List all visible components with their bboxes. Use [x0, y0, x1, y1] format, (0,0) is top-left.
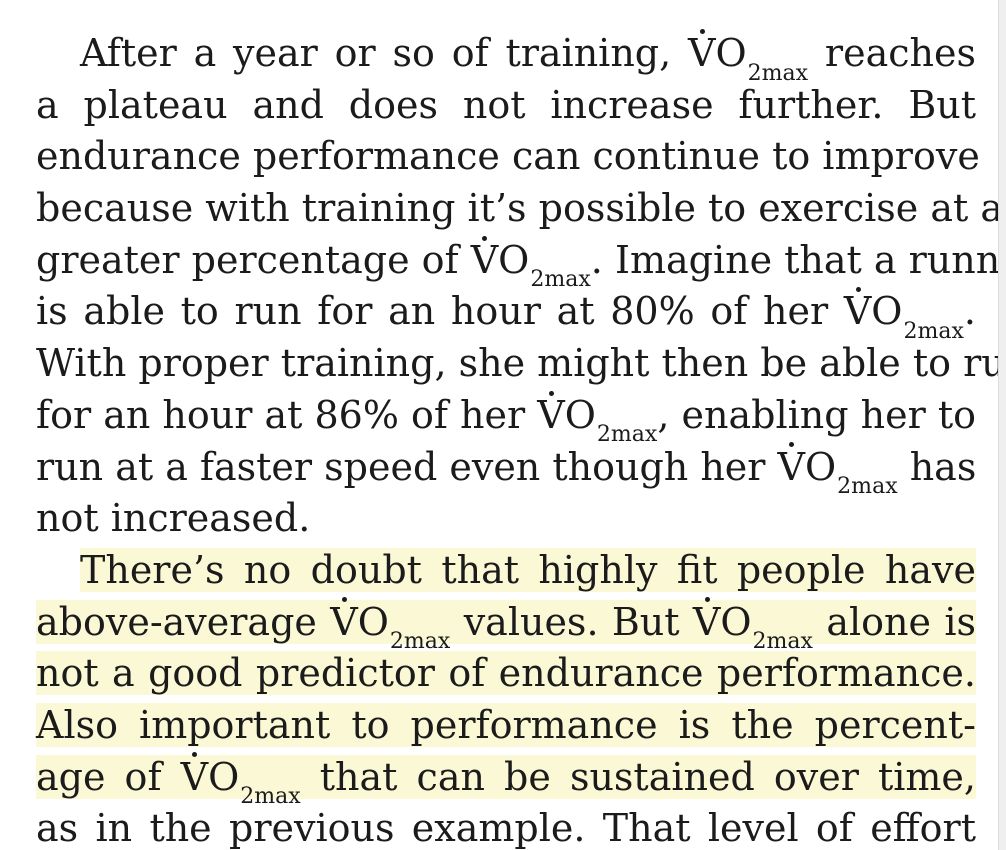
vo2max-symbol: VO2max — [330, 597, 450, 653]
text-segment: run at a faster speed even though her — [36, 444, 778, 489]
text-segment: . Imagine that a runner — [590, 237, 999, 282]
v-dot-letter: V — [537, 390, 565, 442]
o-letter: O — [720, 599, 752, 644]
text-line: With proper training, she might then be … — [36, 341, 999, 386]
text-line: because with training it’s possible to e… — [36, 186, 999, 231]
text-line: not increased. — [36, 496, 311, 541]
text-segment: greater percentage of — [36, 237, 471, 282]
vo2max-symbol: VO2max — [688, 28, 808, 84]
text-line: a plateau and does not increase further.… — [36, 82, 976, 127]
highlighted-text: values. But — [450, 599, 693, 644]
page-edge — [999, 0, 1006, 850]
text-line: not a good predictor of endurance perfor… — [36, 648, 976, 700]
subscript-2max: 2max — [389, 629, 451, 655]
highlighted-text: that can be sustained over time, — [300, 754, 977, 799]
text-line: run at a faster speed even though her VO… — [36, 442, 977, 498]
subscript-2max: 2max — [752, 629, 813, 655]
highlighted-text: age of — [36, 754, 181, 799]
text-segment: , enabling her to — [657, 392, 976, 437]
text-line: There’s no doubt that highly fit people … — [36, 545, 976, 597]
text-line: Also important to performance is the per… — [36, 700, 976, 752]
o-letter: O — [208, 754, 240, 799]
vo2max-symbol: VO2max — [778, 442, 898, 498]
text-line: for an hour at 86% of her VO2max, enabli… — [36, 390, 976, 446]
v-dot-letter: V — [471, 235, 498, 287]
text-block: After a year or so of training, VO2max r… — [36, 28, 999, 850]
text-line: greater percentage of VO2max. Imagine th… — [36, 235, 998, 291]
subscript-2max: 2max — [903, 319, 964, 345]
v-dot-letter: V — [330, 597, 358, 649]
subscript-2max: 2max — [747, 60, 809, 86]
text-segment: for an hour at 86% of her — [36, 392, 538, 437]
o-letter: O — [498, 237, 530, 282]
paragraph-2-highlighted[interactable]: There’s no doubt that highly fit people … — [36, 545, 977, 850]
text-line: endurance performance can continue to im… — [36, 134, 980, 179]
vo2max-symbol: VO2max — [471, 235, 591, 291]
v-dot-letter: V — [778, 442, 805, 494]
o-letter: O — [715, 31, 747, 75]
subscript-2max: 2max — [530, 267, 591, 293]
o-letter: O — [871, 289, 903, 334]
highlighted-text: above-average — [36, 599, 331, 644]
o-letter: O — [564, 392, 596, 437]
text-segment: is able to run for an hour at 80% of her — [36, 289, 844, 334]
text-segment: reaches — [808, 31, 976, 75]
text-line: After a year or so of training, VO2max r… — [36, 28, 976, 84]
v-dot-letter: V — [181, 752, 208, 804]
text-line: above-average VO2max values. But VO2max … — [36, 597, 976, 653]
text-segment: has — [897, 444, 977, 489]
o-letter: O — [357, 599, 389, 644]
text-segment: After a year or so of training, — [80, 31, 689, 75]
v-dot-letter: V — [688, 28, 715, 80]
vo2max-symbol: VO2max — [537, 390, 657, 446]
subscript-2max: 2max — [837, 474, 898, 500]
highlighted-text: not a good predictor of endurance perfor… — [36, 651, 976, 696]
v-dot-letter: V — [693, 597, 720, 649]
v-dot-letter: V — [844, 286, 871, 338]
text-line: is able to run for an hour at 80% of her… — [36, 286, 976, 343]
vo2max-symbol: VO2max — [693, 597, 813, 653]
text-line: age of VO2max that can be sustained over… — [36, 752, 977, 808]
subscript-2max: 2max — [240, 784, 301, 810]
vo2max-symbol: VO2max — [181, 752, 301, 808]
highlighted-text: Also important to performance is the per… — [36, 702, 976, 747]
paragraph-1: After a year or so of training, VO2max r… — [36, 28, 999, 545]
text-segment: . — [963, 289, 976, 334]
vo2max-symbol: VO2max — [844, 287, 964, 343]
o-letter: O — [805, 444, 837, 489]
highlighted-text: alone is — [812, 599, 976, 644]
highlighted-text: There’s no doubt that highly fit people … — [80, 547, 976, 592]
text-line: as in the previous example. That level o… — [36, 806, 976, 850]
subscript-2max: 2max — [596, 422, 658, 448]
